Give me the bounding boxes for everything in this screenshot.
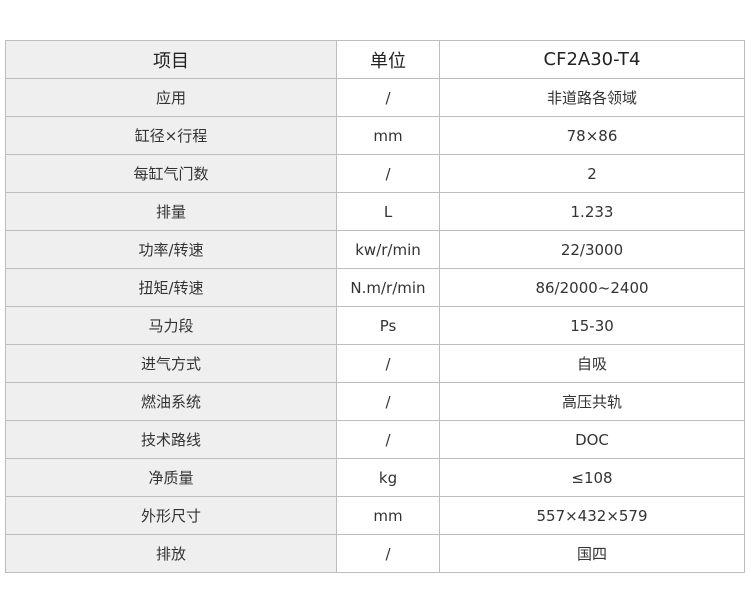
row-value: 78×86 [439,116,745,155]
spec-table: 项目 单位 CF2A30-T4 应用 / 非道路各领域 缸径×行程 mm 78×86 每缸气… [5,40,745,573]
row-value: 86/2000~2400 [439,268,745,307]
row-unit: kw/r/min [336,230,440,269]
row-unit: mm [336,116,440,155]
table-row: 每缸气门数/2 [5,154,745,193]
row-item: 缸径×行程 [5,116,337,155]
row-item: 应用 [5,78,337,117]
row-value: DOC [439,420,745,459]
row-value: 自吸 [439,344,745,383]
row-unit: / [336,534,440,573]
row-item: 燃油系统 [5,382,337,421]
row-unit: / [336,154,440,193]
row-unit: kg [336,458,440,497]
row-value: 非道路各领域 [439,78,745,117]
row-unit: N.m/r/min [336,268,440,307]
row-item: 扭矩/转速 [5,268,337,307]
row-value: 2 [439,154,745,193]
header-row: 项目 单位 CF2A30-T4 [5,40,745,79]
row-value: 557×432×579 [439,496,745,535]
header-unit: 单位 [336,40,440,79]
row-value: 高压共轨 [439,382,745,421]
row-unit: / [336,420,440,459]
table-row: 燃油系统 / 高压共轨 [5,382,745,421]
table-row: 扭矩/转速 N.m/r/min 86/2000~2400 [5,268,745,307]
table-row: 进气方式 / 自吸 [5,344,745,383]
table-row: 技术路线 / DOC [5,420,745,459]
table-row: 马力段 Ps 15-30 [5,306,745,345]
table-row: 净质量 kg ≤108 [5,458,745,497]
row-unit: / [336,78,440,117]
row-value: ≤108 [439,458,745,497]
header-item: 项目 [5,40,337,79]
row-value: 1.233 [439,192,745,231]
table-row: 缸径×行程 mm 78×86 [5,116,745,155]
table-row: 排量 L 1.233 [5,192,745,231]
row-item: 净质量 [5,458,337,497]
table-row: 外形尺寸 mm 557×432×579 [5,496,745,535]
row-unit: Ps [336,306,440,345]
row-item: 技术路线 [5,420,337,459]
row-value: 国四 [439,534,745,573]
table-row: 应用 / 非道路各领域 [5,78,745,117]
row-value: 15-30 [439,306,745,345]
row-item: 排放 [5,534,337,573]
row-value: 22/3000 [439,230,745,269]
row-item: 排量 [5,192,337,231]
row-item: 每缸气门数 [5,154,337,193]
row-unit: / [336,382,440,421]
table-row: 排放 / 国四 [5,534,745,573]
row-item: 马力段 [5,306,337,345]
row-unit: mm [336,496,440,535]
row-unit: / [336,344,440,383]
header-model: CF2A30-T4 [439,40,745,79]
table-row: 功率/转速 kw/r/min 22/3000 [5,230,745,269]
row-item: 外形尺寸 [5,496,337,535]
row-item: 功率/转速 [5,230,337,269]
row-unit: L [336,192,440,231]
row-item: 进气方式 [5,344,337,383]
